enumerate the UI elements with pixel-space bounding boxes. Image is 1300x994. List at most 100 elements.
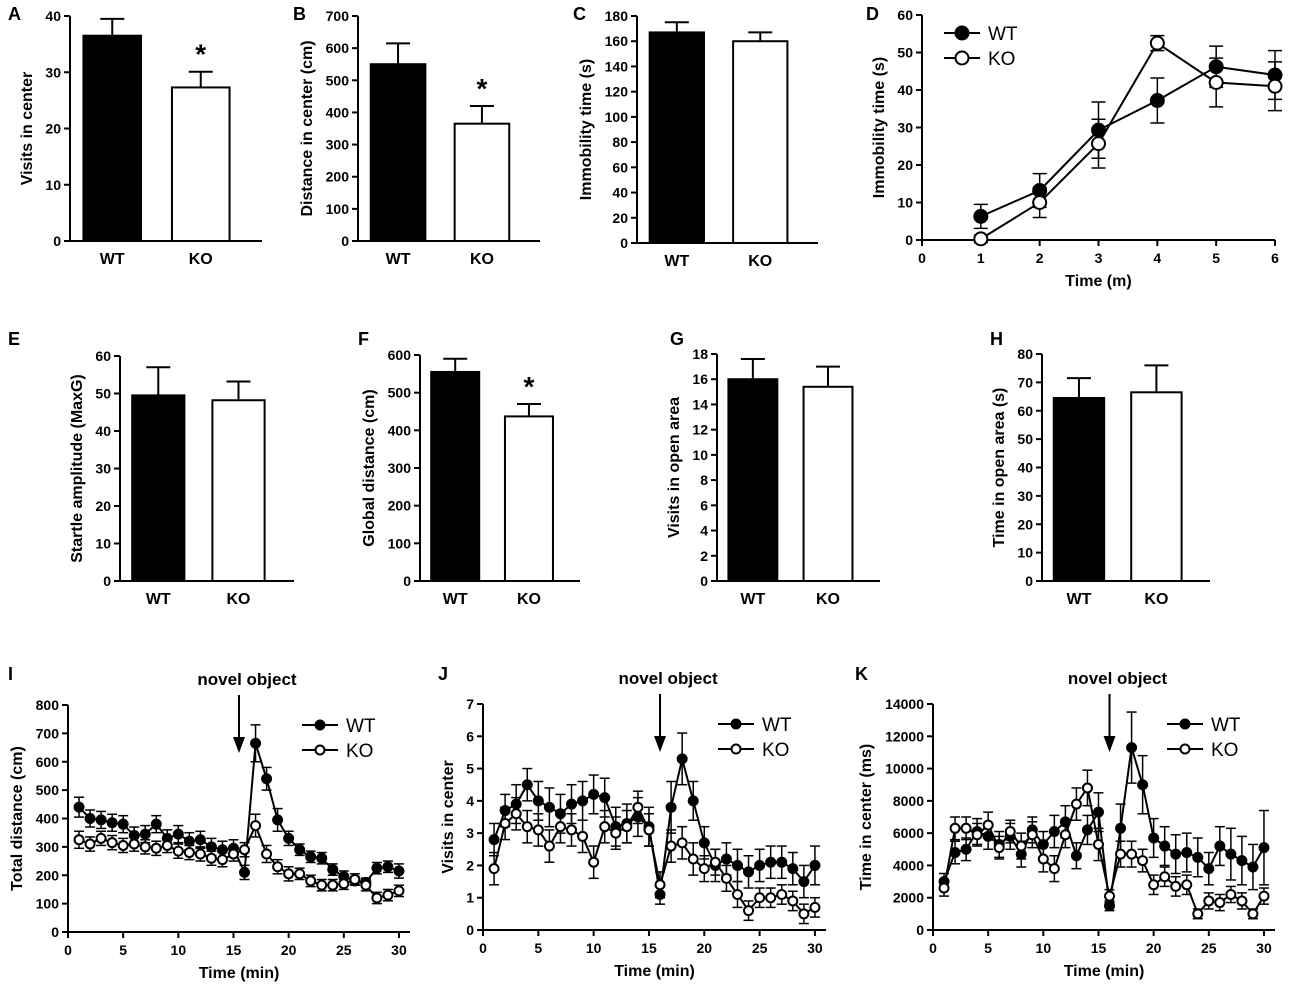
i-xtick-label: 5 [119, 942, 127, 958]
j-wt-point [776, 856, 788, 868]
j-ko-point [809, 901, 821, 913]
d-y-axis-label: Immobility time (s) [871, 57, 888, 198]
k-legend-ko-label: KO [1211, 740, 1238, 761]
i-xtick-label: 15 [226, 942, 242, 958]
panel-d: D 0 10 20 30 40 50 60 Immobility time (s) 0 1 2 3 4 5 6… [866, 4, 1283, 290]
i-wt-point [272, 814, 284, 826]
k-ko-point [1225, 888, 1237, 900]
d-legend-ko-label: KO [988, 49, 1015, 70]
i-panel-label: I [8, 664, 13, 684]
j-wt-point [676, 753, 688, 765]
e-ytick-label: 50 [95, 386, 111, 402]
j-ytick-label: 7 [466, 696, 474, 712]
i-wt-point [283, 832, 295, 844]
k-ko-point [1104, 890, 1116, 902]
i-ko-point [283, 868, 295, 880]
k-wt-point [1236, 855, 1248, 867]
k-ytick-label: 12000 [885, 728, 924, 744]
j-wt-point [566, 798, 578, 810]
panel-f: F 0 100 200 300 400 500 600 Global distance (cm)… [358, 329, 580, 608]
j-wt-point [543, 801, 555, 813]
i-xtick-label: 0 [64, 942, 72, 958]
i-xtick-label: 20 [281, 942, 297, 958]
k-wt-point [1048, 826, 1060, 838]
j-xtick-label: 15 [641, 940, 657, 956]
f-category-label-wt: WT [443, 591, 468, 608]
j-legend-ko-label: KO [762, 740, 789, 761]
d-ytick-label: 20 [897, 157, 913, 173]
h-ytick-label: 80 [1017, 346, 1033, 362]
k-ko-point [1159, 871, 1171, 883]
k-wt-point [1059, 816, 1071, 828]
j-wt-point [632, 811, 644, 823]
j-legend-ko-marker [730, 743, 742, 755]
h-bar-ko [1130, 391, 1183, 582]
k-xtick-label: 5 [984, 940, 992, 956]
k-wt-point [960, 843, 972, 855]
i-wt-point [205, 841, 217, 853]
j-wt-point [787, 863, 799, 875]
d-wt-point [973, 208, 989, 224]
d-ytick-label: 50 [897, 45, 913, 61]
k-ytick-label: 8000 [893, 793, 924, 809]
i-ytick-label: 800 [36, 697, 60, 713]
d-ko-point [1208, 75, 1224, 90]
b-y-axis-label: Distance in center (cm) [299, 40, 316, 216]
i-wt-point [139, 828, 151, 840]
k-wt-point [1203, 863, 1215, 875]
b-ytick-label: 700 [326, 8, 350, 24]
i-annotation-arrowhead [233, 737, 245, 753]
j-ko-point [798, 908, 810, 920]
g-ytick-label: 2 [700, 548, 708, 564]
k-panel-label: K [855, 664, 868, 684]
a-ytick-label: 20 [45, 121, 61, 137]
j-wt-point [754, 859, 766, 871]
i-wt-point [150, 818, 162, 830]
panel-e: E 0 10 20 30 40 50 60 Startle amplitude (MaxG) WT… [8, 329, 294, 608]
j-ko-point [577, 830, 589, 842]
i-xtick-label: 30 [391, 942, 407, 958]
i-ko-point [194, 848, 206, 860]
k-ko-point [971, 829, 983, 841]
k-ko-point [960, 822, 972, 834]
g-ytick-label: 12 [692, 422, 708, 438]
i-ko-point [161, 839, 173, 851]
k-wt-point [982, 830, 994, 842]
f-y-axis-label: Global distance (cm) [361, 389, 378, 546]
j-ko-point [754, 892, 766, 904]
a-significance-marker: * [195, 39, 206, 70]
j-wt-point [532, 795, 544, 807]
h-ytick-label: 10 [1017, 545, 1033, 561]
b-ytick-label: 600 [326, 40, 350, 56]
j-wt-point [720, 853, 732, 865]
i-wt-point [84, 813, 96, 824]
i-wt-point [239, 866, 251, 878]
j-ko-point [731, 888, 743, 900]
d-xtick-label: 3 [1095, 250, 1103, 266]
g-ytick-label: 14 [692, 396, 708, 412]
j-ko-point [743, 905, 755, 917]
j-wt-point [809, 859, 821, 871]
j-wt-point [521, 779, 533, 791]
j-xtick-label: 30 [807, 940, 823, 956]
a-ytick-label: 30 [45, 64, 61, 80]
j-wt-point [687, 795, 699, 807]
i-ytick-label: 0 [51, 924, 59, 940]
i-wt-point [117, 818, 129, 830]
i-ko-point [305, 875, 317, 887]
e-ytick-label: 60 [95, 348, 111, 364]
k-ko-point [1214, 897, 1226, 909]
j-ko-point [610, 827, 622, 839]
i-ko-point [360, 879, 372, 891]
j-wt-point [743, 866, 755, 878]
k-ko-point [993, 842, 1005, 854]
j-xtick-label: 25 [752, 940, 768, 956]
k-xtick-label: 25 [1201, 940, 1217, 956]
k-legend-wt-marker [1179, 718, 1191, 730]
j-ko-point [687, 853, 699, 865]
i-wt-point [194, 834, 206, 846]
g-ytick-label: 18 [692, 346, 708, 362]
a-panel-label: A [8, 4, 21, 24]
c-ytick-label: 160 [605, 33, 629, 49]
j-x-axis-label: Time (min) [614, 963, 695, 980]
